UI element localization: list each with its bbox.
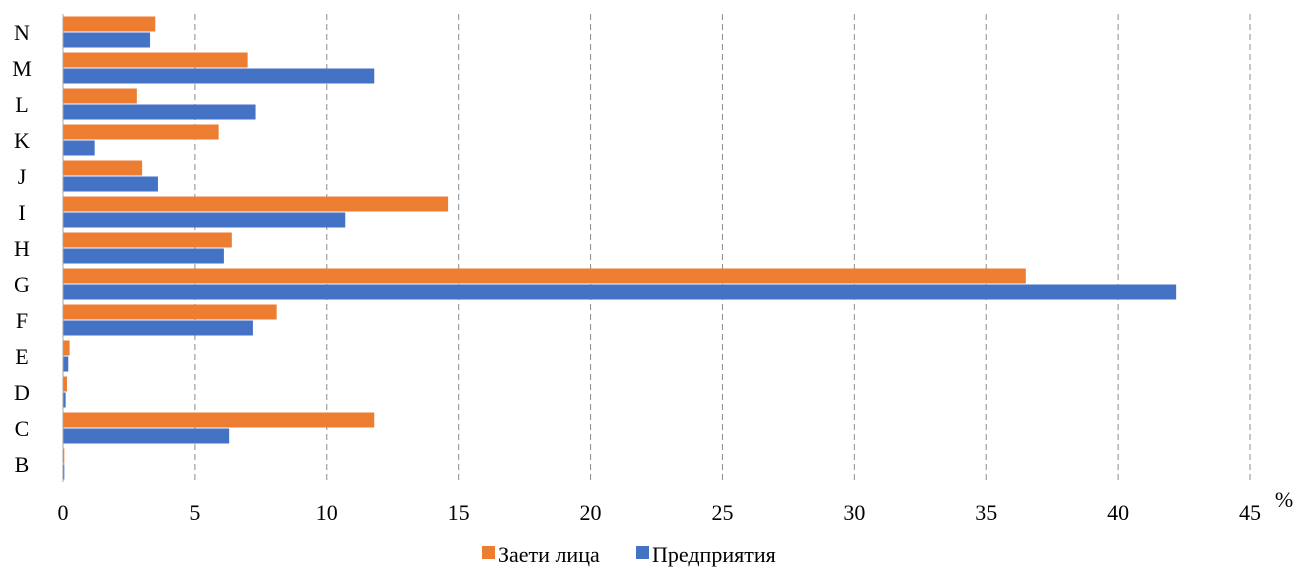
y-tick-label-K: K (14, 128, 30, 153)
bar-employed-N (63, 16, 156, 32)
bar-enterprises-G (63, 284, 1177, 300)
bar-enterprises-F (63, 320, 253, 336)
x-tick-label-25: 25 (711, 500, 733, 525)
x-tick-label-40: 40 (1107, 500, 1129, 525)
bar-enterprises-N (63, 32, 151, 48)
x-tick-label-35: 35 (975, 500, 997, 525)
bar-enterprises-H (63, 248, 224, 264)
legend: Заети лица Предприятия (482, 542, 776, 567)
y-tick-label-I: I (18, 200, 25, 225)
bar-enterprises-C (63, 428, 230, 444)
bars-layer (63, 16, 1177, 480)
y-tick-label-G: G (14, 272, 30, 297)
legend-label-enterprises: Предприятия (652, 542, 776, 567)
bar-employed-F (63, 304, 277, 320)
bar-employed-J (63, 160, 143, 176)
y-tick-label-H: H (14, 236, 30, 261)
grid-layer (194, 14, 1251, 482)
bar-employed-B (63, 448, 65, 464)
bar-employed-I (63, 196, 449, 212)
x-tick-label-0: 0 (58, 500, 69, 525)
bar-enterprises-D (63, 392, 66, 408)
x-tick-label-10: 10 (316, 500, 338, 525)
bar-employed-C (63, 412, 375, 428)
x-tick-label-45: 45 (1239, 500, 1261, 525)
y-tick-label-E: E (15, 344, 28, 369)
legend-swatch-employed (482, 546, 495, 559)
bar-enterprises-J (63, 176, 158, 192)
bar-employed-G (63, 268, 1026, 284)
bar-enterprises-L (63, 104, 256, 120)
y-tick-label-N: N (14, 20, 30, 45)
bar-employed-K (63, 124, 219, 140)
y-tick-label-F: F (16, 308, 28, 333)
bar-enterprises-E (63, 356, 69, 372)
y-tick-label-B: B (15, 452, 30, 477)
y-tick-label-M: M (12, 56, 32, 81)
y-tick-label-J: J (18, 164, 27, 189)
legend-label-employed: Заети лица (498, 542, 600, 567)
y-tick-label-C: C (15, 416, 30, 441)
bar-enterprises-K (63, 140, 95, 156)
x-tick-label-5: 5 (189, 500, 200, 525)
bar-employed-M (63, 52, 248, 68)
y-tick-label-D: D (14, 380, 30, 405)
bar-employed-L (63, 88, 137, 104)
x-tick-label-30: 30 (843, 500, 865, 525)
bar-employed-E (63, 340, 70, 356)
bar-employed-D (63, 376, 67, 392)
x-unit-label: % (1275, 487, 1293, 512)
x-tick-label-15: 15 (448, 500, 470, 525)
bar-employed-H (63, 232, 232, 248)
legend-swatch-enterprises (636, 546, 649, 559)
x-tick-label-20: 20 (580, 500, 602, 525)
bar-enterprises-B (63, 464, 65, 480)
bar-enterprises-M (63, 68, 375, 84)
bar-enterprises-I (63, 212, 346, 228)
y-tick-label-L: L (15, 92, 28, 117)
